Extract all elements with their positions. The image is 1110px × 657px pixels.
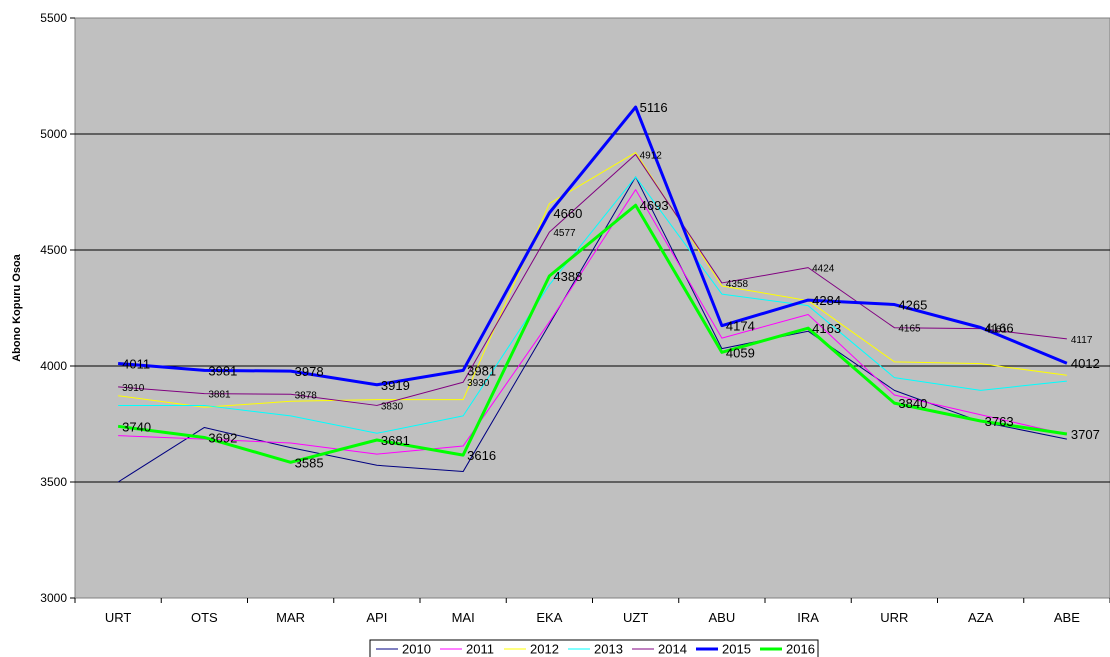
data-label: 3881	[208, 390, 231, 401]
data-label: 4174	[726, 319, 755, 334]
data-label: 4161	[985, 325, 1008, 336]
data-label: 3830	[381, 401, 404, 412]
data-label: 4166	[985, 320, 1014, 335]
legend-box	[369, 639, 819, 657]
data-label: 4388	[553, 269, 582, 284]
legend-label: 2016	[786, 642, 815, 657]
data-label: 3707	[1071, 427, 1100, 442]
x-tick-label: MAR	[276, 610, 305, 625]
legend-label: 2010	[402, 642, 431, 657]
x-tick-label: IRA	[797, 610, 819, 625]
x-tick-label: URT	[105, 610, 132, 625]
data-labels: 3910 3881 3878 3830 3930 4577 4912 4358 4424 4165…	[122, 100, 1100, 470]
x-tick-label: OTS	[191, 610, 218, 625]
y-tick-label: 3500	[40, 475, 67, 489]
x-tick-label: URR	[880, 610, 908, 625]
y-tick-label: 3000	[40, 591, 67, 605]
series-lines	[117, 105, 1068, 483]
series-line-2016	[117, 203, 1068, 464]
x-tick-label: AZA	[968, 610, 994, 625]
data-label: 4011	[122, 356, 150, 371]
data-label: 3681	[381, 433, 410, 448]
y-tick-label: 5000	[40, 127, 67, 141]
data-label: 4059	[726, 345, 755, 360]
y-tick-label: 5500	[40, 11, 67, 25]
series-line-2012	[118, 152, 1067, 408]
data-label: 3919	[381, 378, 410, 393]
data-label: 3978	[295, 364, 324, 379]
data-label: 4265	[898, 298, 927, 313]
y-tick-label: 4500	[40, 243, 67, 257]
data-label: 3692	[208, 430, 237, 445]
series-line-2011	[118, 189, 1067, 455]
series-line-2014	[118, 153, 1067, 406]
data-label: 3763	[985, 414, 1014, 429]
y-axis: 3000 3500 4000 4500 5000 5500	[40, 11, 75, 605]
data-label: 4163	[812, 321, 841, 336]
x-tick-label: API	[366, 610, 387, 625]
x-tick-label: ABU	[709, 610, 736, 625]
x-tick-label: ABE	[1054, 610, 1080, 625]
data-label: 4912	[640, 150, 663, 161]
legend-label: 2014	[658, 642, 687, 657]
data-label: 5116	[640, 100, 668, 115]
data-label: 3840	[898, 396, 927, 411]
y-axis-label: Abono Kopuru Osoa	[11, 253, 23, 361]
data-label: 4577	[553, 228, 576, 239]
data-label: 4693	[640, 198, 669, 213]
legend: 2010 2011 2012 2013 2014 2015 2016	[369, 639, 819, 657]
legend-label: 2012	[530, 642, 559, 657]
x-tick-label: UZT	[623, 610, 648, 625]
data-label: 3981	[467, 363, 496, 378]
data-label: 4012	[1071, 356, 1100, 371]
data-label: 4284	[812, 293, 841, 308]
data-label: 4424	[812, 264, 835, 275]
x-tick-label: EKA	[536, 610, 562, 625]
data-label: 4660	[553, 206, 582, 221]
data-label: 3930	[467, 378, 490, 389]
legend-label: 2011	[466, 642, 494, 657]
data-label: 4165	[898, 324, 921, 335]
data-label: 4358	[726, 279, 749, 290]
data-label: 3910	[122, 383, 145, 394]
data-label: 3740	[122, 419, 151, 434]
plot-area	[74, 17, 1110, 599]
series-line-2015	[118, 105, 1068, 387]
legend-label: 2013	[594, 642, 623, 657]
data-label: 3981	[208, 363, 237, 378]
data-label: 3878	[295, 390, 318, 401]
data-label: 4117	[1071, 335, 1093, 346]
series-line-2013	[118, 176, 1067, 434]
series-line-2010	[117, 176, 1067, 483]
x-tick-label: MAI	[452, 610, 475, 625]
data-label: 3585	[295, 455, 324, 470]
data-label: 3616	[467, 448, 496, 463]
legend-label: 2015	[722, 642, 751, 657]
y-tick-label: 4000	[40, 359, 67, 373]
x-axis: URT OTS MAR API MAI EKA UZT ABU IRA URR AZA ABE	[74, 598, 1110, 625]
